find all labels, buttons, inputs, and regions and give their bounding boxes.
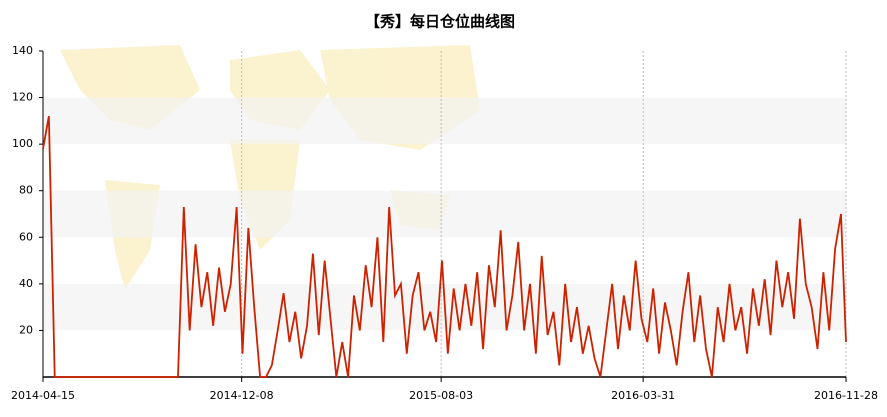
y-tick-label: 140 xyxy=(12,44,33,57)
y-tick-label: 120 xyxy=(12,91,33,104)
x-tick-label: 2014-04-15 xyxy=(11,389,75,402)
x-tick-label: 2016-03-31 xyxy=(611,389,675,402)
chart-title: 【秀】每日仓位曲线图 xyxy=(365,13,515,31)
grid-band xyxy=(43,190,846,238)
y-tick-label: 40 xyxy=(19,277,33,290)
y-tick-label: 60 xyxy=(19,230,33,243)
y-tick-label: 100 xyxy=(12,137,33,150)
y-tick-label: 80 xyxy=(19,184,33,197)
background-map xyxy=(60,45,480,290)
x-tick-label: 2016-11-28 xyxy=(814,389,878,402)
data-line xyxy=(42,116,847,378)
x-tick-label: 2015-08-03 xyxy=(409,389,473,402)
grid-band xyxy=(43,97,846,145)
y-tick-label: 20 xyxy=(19,323,33,336)
x-tick-label: 2014-12-08 xyxy=(210,389,274,402)
